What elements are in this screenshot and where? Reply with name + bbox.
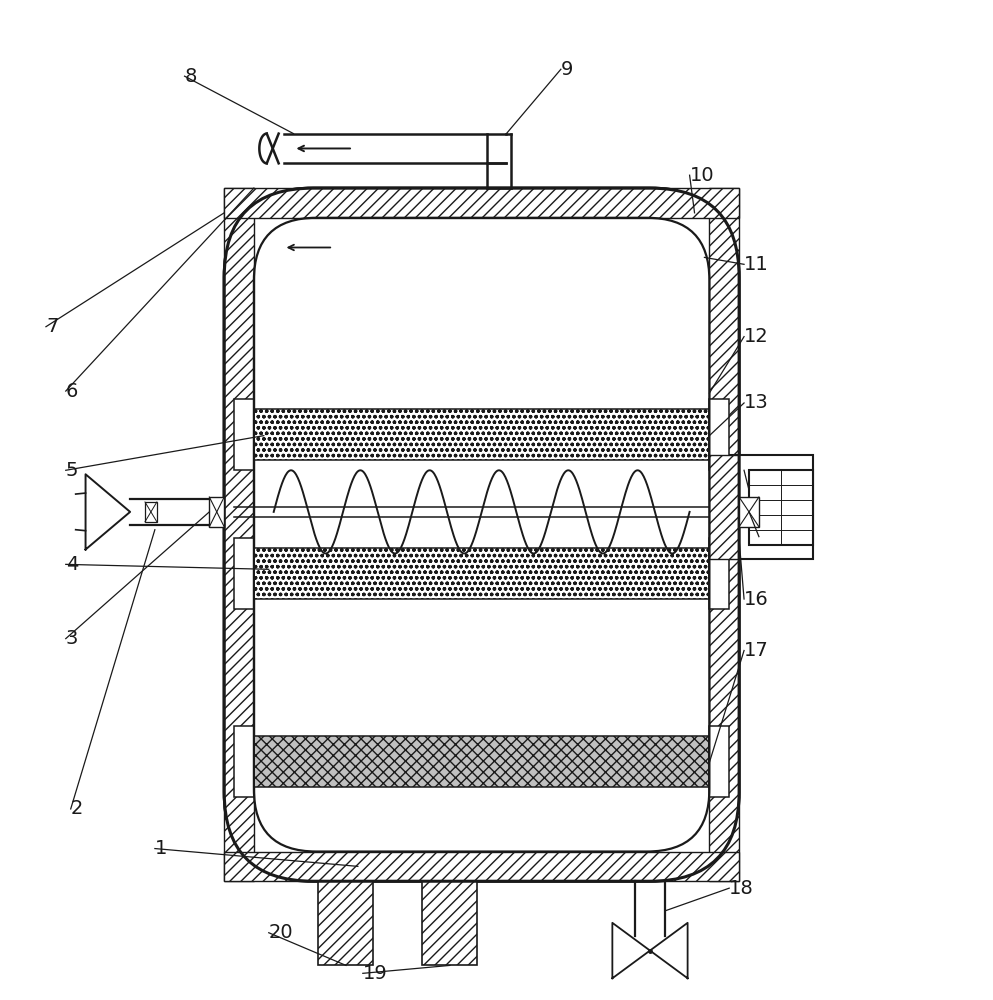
FancyBboxPatch shape xyxy=(224,188,739,881)
Bar xyxy=(234,726,254,797)
Text: 3: 3 xyxy=(66,629,78,648)
Bar xyxy=(145,502,157,522)
Text: 7: 7 xyxy=(46,317,59,336)
Text: 2: 2 xyxy=(71,799,83,818)
Bar xyxy=(709,188,739,881)
Bar xyxy=(254,409,709,460)
Bar xyxy=(709,726,729,797)
Text: 13: 13 xyxy=(744,393,769,412)
Polygon shape xyxy=(650,923,687,978)
Text: 15: 15 xyxy=(759,527,783,546)
Text: 5: 5 xyxy=(66,461,78,480)
Text: 1: 1 xyxy=(155,839,167,858)
Bar xyxy=(224,188,254,881)
Text: 11: 11 xyxy=(744,255,769,274)
Text: 14: 14 xyxy=(744,461,769,480)
Text: 17: 17 xyxy=(744,641,769,660)
Bar xyxy=(224,188,739,218)
Bar xyxy=(422,881,477,965)
Text: 4: 4 xyxy=(66,555,78,574)
Text: 18: 18 xyxy=(729,879,754,898)
Bar xyxy=(319,881,372,965)
Bar xyxy=(234,399,254,470)
Bar xyxy=(714,455,813,559)
Bar xyxy=(709,399,729,470)
Text: 12: 12 xyxy=(744,327,769,346)
Text: 6: 6 xyxy=(66,382,78,401)
Text: 16: 16 xyxy=(744,590,769,609)
Bar xyxy=(254,548,709,599)
Text: 9: 9 xyxy=(561,60,573,79)
Bar xyxy=(234,538,254,609)
Text: 10: 10 xyxy=(689,166,714,185)
Text: 8: 8 xyxy=(185,67,197,86)
Bar xyxy=(739,497,759,527)
Polygon shape xyxy=(613,923,650,978)
Bar xyxy=(709,455,739,559)
Text: 20: 20 xyxy=(269,923,293,942)
Bar xyxy=(210,497,224,527)
Bar xyxy=(224,852,739,881)
Bar xyxy=(749,470,813,545)
Bar xyxy=(254,736,709,787)
Bar xyxy=(709,538,729,609)
Text: 19: 19 xyxy=(362,964,387,983)
